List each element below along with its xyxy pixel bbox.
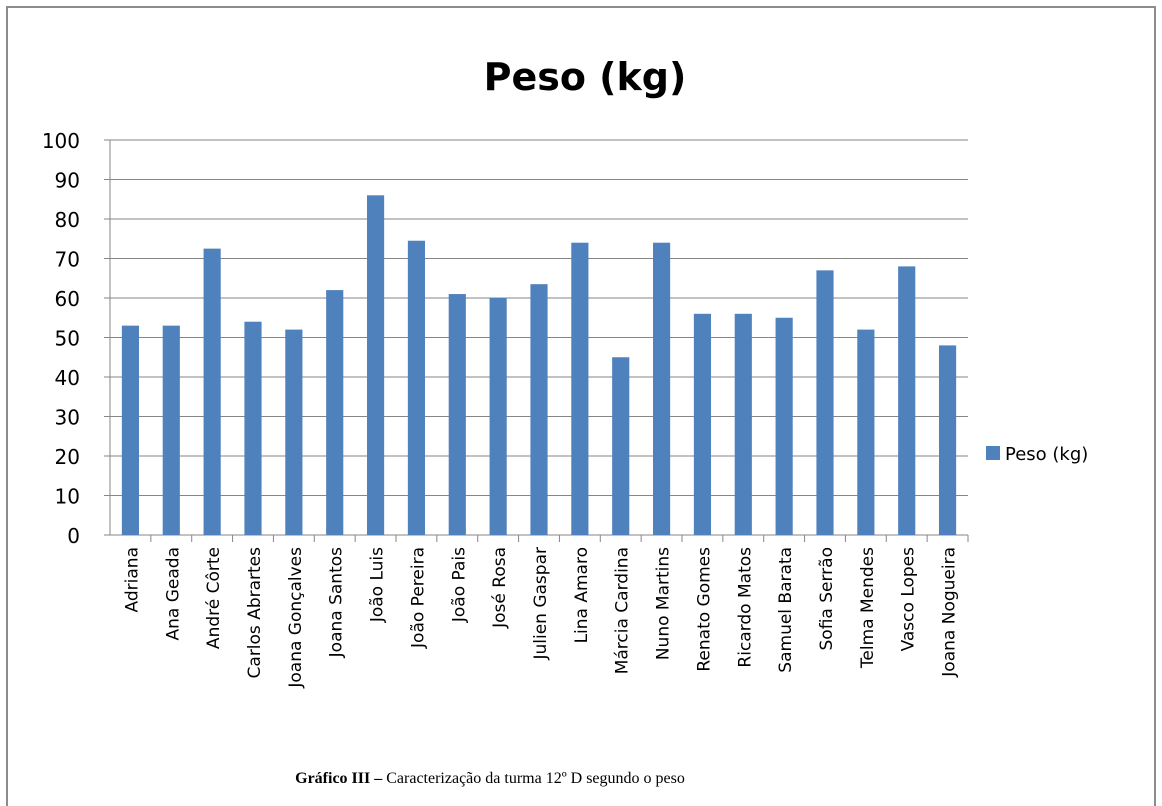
figure-caption: Gráfico III – Caracterização da turma 12…: [0, 770, 980, 788]
bar: [816, 270, 834, 535]
bar: [938, 345, 957, 535]
caption-text: Caracterização da turma 12º D segundo o …: [382, 770, 685, 787]
bar: [530, 284, 548, 535]
y-tick-label: 10: [55, 485, 80, 509]
x-tick-label: Ana Geada: [163, 547, 183, 640]
legend-label: Peso (kg): [1005, 444, 1088, 465]
bar: [898, 266, 916, 535]
y-tick-label: 70: [55, 248, 80, 272]
bar: [162, 325, 180, 535]
x-tick-label: Ricardo Matos: [735, 547, 755, 668]
x-tick-label: Joana Gonçalves: [286, 547, 306, 689]
bar: [652, 242, 671, 535]
x-tick-label: Samuel Barata: [776, 547, 796, 673]
x-tick-label: João Luis: [368, 547, 388, 623]
bar: [775, 317, 793, 535]
x-tick-label: Nuno Martins: [654, 547, 674, 660]
x-tick-label: Joana Nogueira: [940, 547, 960, 678]
x-tick-label: Márcia Cardina: [613, 547, 633, 674]
y-tick-label: 80: [55, 208, 80, 232]
caption-label: Gráfico III –: [295, 770, 383, 787]
bar: [407, 240, 426, 535]
chart-title: Peso (kg): [484, 55, 687, 99]
x-tick-label: Joana Santos: [327, 547, 347, 658]
y-tick-label: 60: [55, 287, 80, 311]
y-tick-label: 20: [55, 445, 80, 469]
bar: [571, 242, 589, 535]
bar: [693, 313, 712, 535]
y-tick-label: 30: [55, 406, 80, 430]
x-tick-label: Sofia Serrão: [817, 547, 837, 650]
bar: [612, 357, 630, 535]
x-tick-label: Julien Gaspar: [531, 547, 551, 661]
legend-swatch: [986, 446, 1000, 460]
bar: [734, 313, 752, 535]
x-tick-label: Renato Gomes: [694, 547, 714, 672]
y-tick-label: 0: [67, 524, 80, 548]
bar: [244, 321, 262, 535]
x-tick-label: João Pereira: [408, 547, 428, 649]
x-tick-label: Carlos Abrartes: [245, 547, 265, 679]
y-tick-label: 90: [55, 169, 80, 193]
x-tick-label: André Côrte: [204, 547, 224, 649]
x-tick-label: Vasco Lopes: [899, 547, 919, 652]
bar: [121, 325, 140, 535]
x-tick-label: Lina Amaro: [572, 547, 592, 643]
y-tick-label: 100: [42, 129, 80, 153]
bar: [285, 329, 303, 535]
chart-frame: [6, 6, 1156, 806]
bar: [489, 298, 507, 535]
bar: [326, 290, 344, 535]
bar-chart: Peso (kg) 0 10 20 30 40 50 60 70 80 90 100 Adriana An…: [42, 55, 1088, 689]
y-tick-label: 40: [55, 366, 80, 390]
y-tick-label: 50: [55, 327, 80, 351]
bar: [203, 248, 221, 535]
bar: [366, 195, 385, 536]
bar: [448, 294, 466, 535]
x-tick-label: Telma Mendes: [858, 547, 878, 669]
x-tick-label: José Rosa: [490, 547, 510, 629]
x-tick-label: Adriana: [122, 547, 142, 612]
bar: [857, 329, 875, 535]
x-tick-label: João Pais: [449, 547, 469, 623]
